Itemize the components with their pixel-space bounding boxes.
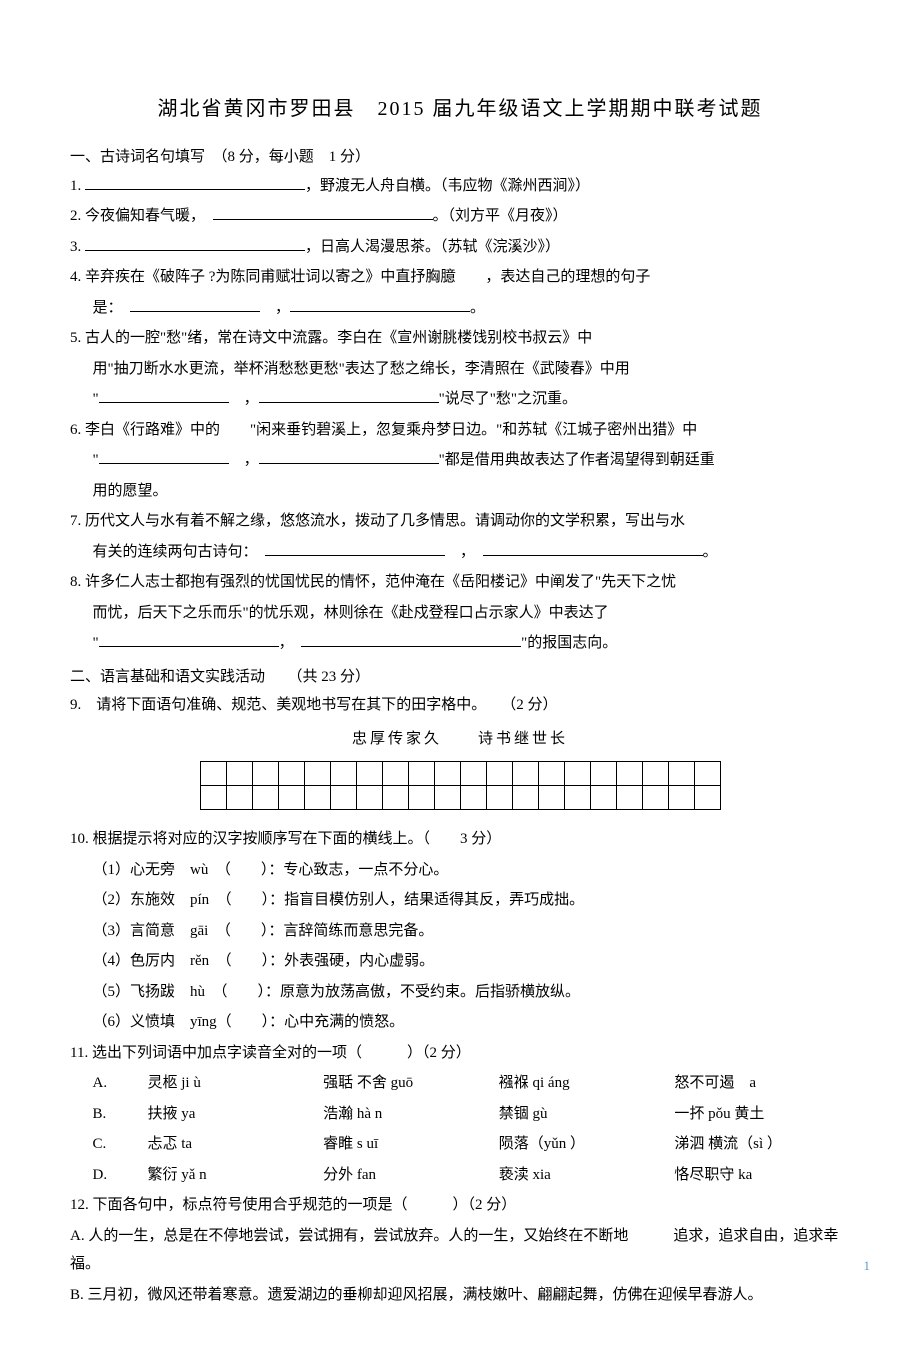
- q8-line3: "， "的报国志向。: [70, 629, 850, 658]
- q11-option-row: B.扶掖 ya浩瀚 hà n禁锢 gù一抔 pǒu 黄土: [70, 1100, 850, 1129]
- section2-header: 二、语言基础和语文实践活动 （共 23 分）: [70, 663, 850, 692]
- q4-line2: 是： ，。: [70, 294, 850, 323]
- q7-line1: 7. 历代文人与水有着不解之缘，悠悠流水，拨动了几多情思。请调动你的文学积累，写…: [70, 507, 850, 536]
- q3: 3. ，日高人渴漫思茶。（苏轼《浣溪沙》）: [70, 233, 850, 262]
- grid-cell: [330, 762, 356, 786]
- grid-cell: [252, 786, 278, 810]
- q11-option-row: A.灵柩 ji ù强聒 不舍 guō襁褓 qi áng怒不可遏 a: [70, 1069, 850, 1098]
- q8-line1: 8. 许多仁人志士都抱有强烈的忧国忧民的情怀，范仲淹在《岳阳楼记》中阐发了"先天…: [70, 568, 850, 597]
- grid-cell: [252, 762, 278, 786]
- exam-title: 湖北省黄冈市罗田县 2015 届九年级语文上学期期中联考试题: [70, 90, 850, 128]
- grid-cell: [616, 786, 642, 810]
- grid-cell: [460, 786, 486, 810]
- q9: 9. 请将下面语句准确、规范、美观地书写在其下的田字格中。 （2 分）: [70, 691, 850, 720]
- grid-cell: [564, 786, 590, 810]
- q7-line2: 有关的连续两句古诗句： ， 。: [70, 538, 850, 567]
- grid-cell: [668, 762, 694, 786]
- q2: 2. 今夜偏知春气暖， 。（刘方平《月夜》）: [70, 202, 850, 231]
- grid-cell: [616, 762, 642, 786]
- q11-option-row: D.繁衍 yǎ n分外 fan亵渎 xia恪尽职守 ka: [70, 1161, 850, 1190]
- grid-cell: [226, 786, 252, 810]
- q10-item: （2）东施效 pín （ ）：指盲目模仿别人，结果适得其反，弄巧成拙。: [70, 886, 850, 915]
- q10-item: （3）言简意 gāi （ ）：言辞简练而意思完备。: [70, 917, 850, 946]
- section1-header: 一、古诗词名句填写 （8 分，每小题 1 分）: [70, 143, 850, 172]
- q10-item: （5）飞扬跋 hù （ ）：原意为放荡高傲，不受约束。后指骄横放纵。: [70, 978, 850, 1007]
- q12-a: A. 人的一生，总是在不停地尝试，尝试拥有，尝试放弃。人的一生，又始终在不断地 …: [70, 1222, 850, 1279]
- grid-cell: [200, 762, 226, 786]
- grid-cell: [408, 786, 434, 810]
- q12: 12. 下面各句中，标点符号使用合乎规范的一项是（ ）（2 分）: [70, 1191, 850, 1220]
- grid-cell: [590, 762, 616, 786]
- grid-cell: [330, 786, 356, 810]
- grid-cell: [590, 786, 616, 810]
- q6-line1: 6. 李白《行路难》中的 "闲来垂钓碧溪上，忽复乘舟梦日边。"和苏轼《江城子密州…: [70, 416, 850, 445]
- grid-cell: [538, 786, 564, 810]
- q11-option-row: C.忐忑 ta睿睢 s uī陨落（yǔn ）涕泗 横流（sì ）: [70, 1130, 850, 1159]
- q1: 1. ，野渡无人舟自横。（韦应物《滁州西涧》）: [70, 172, 850, 201]
- grid-cell: [460, 762, 486, 786]
- grid-cell: [356, 762, 382, 786]
- grid-cell: [642, 786, 668, 810]
- grid-cell: [382, 786, 408, 810]
- grid-cell: [486, 762, 512, 786]
- q9-sample-text: 忠厚传家久 诗书继世长: [70, 725, 850, 754]
- grid-cell: [434, 762, 460, 786]
- grid-cell: [408, 762, 434, 786]
- q5-line3: " ，"说尽了"愁"之沉重。: [70, 385, 850, 414]
- q5-line2: 用"抽刀断水水更流，举杯消愁愁更愁"表达了愁之绵长，李清照在《武陵春》中用: [70, 355, 850, 384]
- grid-cell: [668, 786, 694, 810]
- grid-cell: [226, 762, 252, 786]
- q11: 11. 选出下列词语中加点字读音全对的一项（ ）（2 分）: [70, 1039, 850, 1068]
- grid-cell: [304, 786, 330, 810]
- page-number: 1: [864, 1254, 871, 1279]
- grid-cell: [278, 786, 304, 810]
- grid-cell: [356, 786, 382, 810]
- q4-line1: 4. 辛弃疾在《破阵子 ?为陈同甫赋壮词以寄之》中直抒胸臆 ，表达自己的理想的句…: [70, 263, 850, 292]
- grid-cell: [694, 762, 720, 786]
- q10: 10. 根据提示将对应的汉字按顺序写在下面的横线上。（ 3 分）: [70, 825, 850, 854]
- q10-item: （4）色厉内 rěn （ ）：外表强硬，内心虚弱。: [70, 947, 850, 976]
- q10-item: （1）心无旁 wù （ ）：专心致志，一点不分心。: [70, 856, 850, 885]
- grid-cell: [486, 786, 512, 810]
- grid-cell: [200, 786, 226, 810]
- q12-b: B. 三月初，微风还带着寒意。遗爱湖边的垂柳却迎风招展，满枝嫩叶、翩翩起舞，仿佛…: [70, 1281, 850, 1310]
- grid-cell: [564, 762, 590, 786]
- grid-cell: [304, 762, 330, 786]
- q10-item: （6）义愤填 yīng（ ）：心中充满的愤怒。: [70, 1008, 850, 1037]
- grid-cell: [538, 762, 564, 786]
- grid-cell: [382, 762, 408, 786]
- q6-line2: " ，"都是借用典故表达了作者渴望得到朝廷重: [70, 446, 850, 475]
- writing-grid: [70, 761, 850, 810]
- grid-cell: [278, 762, 304, 786]
- grid-cell: [512, 786, 538, 810]
- grid-cell: [434, 786, 460, 810]
- grid-cell: [512, 762, 538, 786]
- grid-cell: [642, 762, 668, 786]
- q8-line2: 而忧，后天下之乐而乐"的忧乐观，林则徐在《赴戍登程口占示家人》中表达了: [70, 599, 850, 628]
- q5-line1: 5. 古人的一腔"愁"绪，常在诗文中流露。李白在《宣州谢朓楼饯别校书叔云》中: [70, 324, 850, 353]
- q6-line3: 用的愿望。: [70, 477, 850, 506]
- grid-cell: [694, 786, 720, 810]
